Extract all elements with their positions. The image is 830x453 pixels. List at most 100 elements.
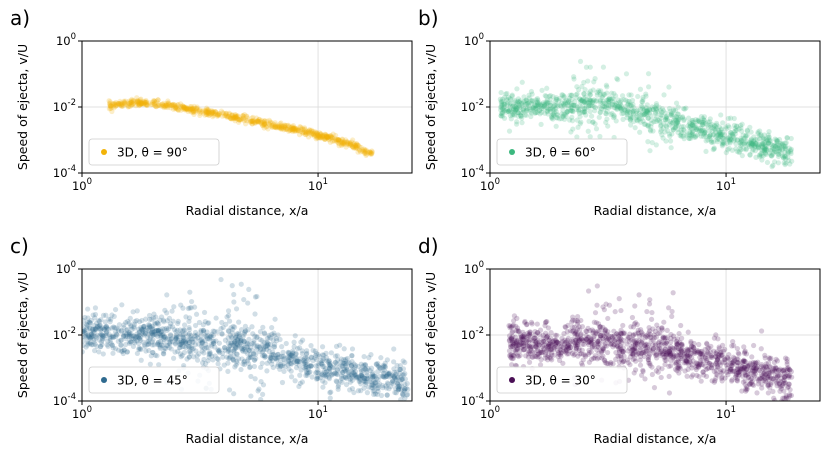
data-point xyxy=(752,148,759,154)
data-point xyxy=(322,136,328,143)
data-point xyxy=(581,109,587,115)
data-point xyxy=(293,351,299,357)
data-point xyxy=(666,373,672,380)
data-point xyxy=(683,132,690,139)
data-point xyxy=(551,103,557,110)
data-point xyxy=(258,379,264,385)
data-point xyxy=(135,98,141,104)
data-point xyxy=(314,373,321,380)
data-point xyxy=(517,104,523,111)
data-point xyxy=(653,103,660,109)
data-point xyxy=(627,117,634,123)
data-point xyxy=(316,133,322,139)
data-point xyxy=(138,100,144,106)
data-point xyxy=(256,386,262,392)
data-point xyxy=(91,339,97,345)
data-point xyxy=(273,123,279,129)
data-point xyxy=(144,102,150,108)
data-point xyxy=(172,341,179,347)
data-point xyxy=(560,92,566,98)
data-point xyxy=(780,378,786,384)
data-point xyxy=(205,109,211,115)
data-point xyxy=(646,301,653,307)
data-point xyxy=(708,137,714,143)
data-point xyxy=(748,379,754,386)
data-point xyxy=(402,371,408,377)
data-point xyxy=(603,119,609,125)
data-point xyxy=(587,97,593,104)
data-point xyxy=(689,374,695,380)
data-point xyxy=(252,333,258,339)
data-point xyxy=(498,107,504,113)
data-point xyxy=(371,377,377,384)
data-point xyxy=(375,368,381,375)
data-point xyxy=(352,364,358,370)
data-point xyxy=(565,105,571,111)
data-point xyxy=(504,106,510,112)
data-point xyxy=(673,121,679,127)
data-point xyxy=(223,110,230,116)
data-point xyxy=(243,121,249,127)
data-point xyxy=(247,354,253,360)
data-point xyxy=(509,343,516,350)
x-axis-label: Radial distance, x/a xyxy=(186,203,309,218)
data-point xyxy=(356,376,363,382)
data-point xyxy=(333,132,339,139)
data-point xyxy=(157,327,163,333)
data-point xyxy=(534,101,541,107)
data-point xyxy=(137,97,143,103)
data-point xyxy=(515,101,521,107)
data-point xyxy=(641,111,648,117)
data-point xyxy=(313,351,320,357)
data-point xyxy=(241,346,247,353)
data-point xyxy=(714,125,720,131)
data-point xyxy=(121,322,127,328)
data-point xyxy=(614,75,620,82)
data-point xyxy=(286,358,292,364)
data-point xyxy=(247,364,253,370)
data-point xyxy=(161,104,167,111)
data-point xyxy=(536,107,543,113)
data-point xyxy=(324,135,330,141)
data-point xyxy=(682,106,688,112)
data-point xyxy=(273,123,279,130)
data-point xyxy=(755,131,761,137)
data-point xyxy=(238,116,244,122)
data-point xyxy=(550,105,556,111)
data-point xyxy=(663,138,669,144)
data-point xyxy=(733,127,740,133)
data-point xyxy=(186,327,193,333)
data-point xyxy=(96,318,102,324)
data-point xyxy=(334,361,340,367)
data-point xyxy=(533,97,539,103)
data-point xyxy=(617,104,623,110)
data-point xyxy=(568,105,574,111)
data-point xyxy=(135,99,141,105)
data-point xyxy=(321,356,327,362)
data-point xyxy=(271,124,277,130)
data-point xyxy=(145,338,152,345)
data-point xyxy=(126,331,132,337)
data-point xyxy=(329,135,335,141)
data-point xyxy=(382,363,388,369)
data-point xyxy=(560,113,566,119)
data-point xyxy=(216,348,222,354)
data-point xyxy=(761,136,768,142)
data-point xyxy=(686,135,692,141)
data-point xyxy=(303,363,309,370)
data-point xyxy=(206,320,212,326)
data-point xyxy=(384,392,390,398)
data-point xyxy=(156,362,162,368)
data-point xyxy=(134,350,140,357)
data-point xyxy=(508,116,514,122)
data-point xyxy=(785,150,792,156)
data-point xyxy=(595,321,602,327)
data-point xyxy=(640,94,646,100)
data-point xyxy=(539,101,545,107)
data-point xyxy=(190,108,196,114)
data-point xyxy=(295,346,301,352)
data-point xyxy=(785,150,791,156)
data-point xyxy=(394,369,400,376)
data-point xyxy=(583,99,589,106)
data-point xyxy=(91,330,97,336)
